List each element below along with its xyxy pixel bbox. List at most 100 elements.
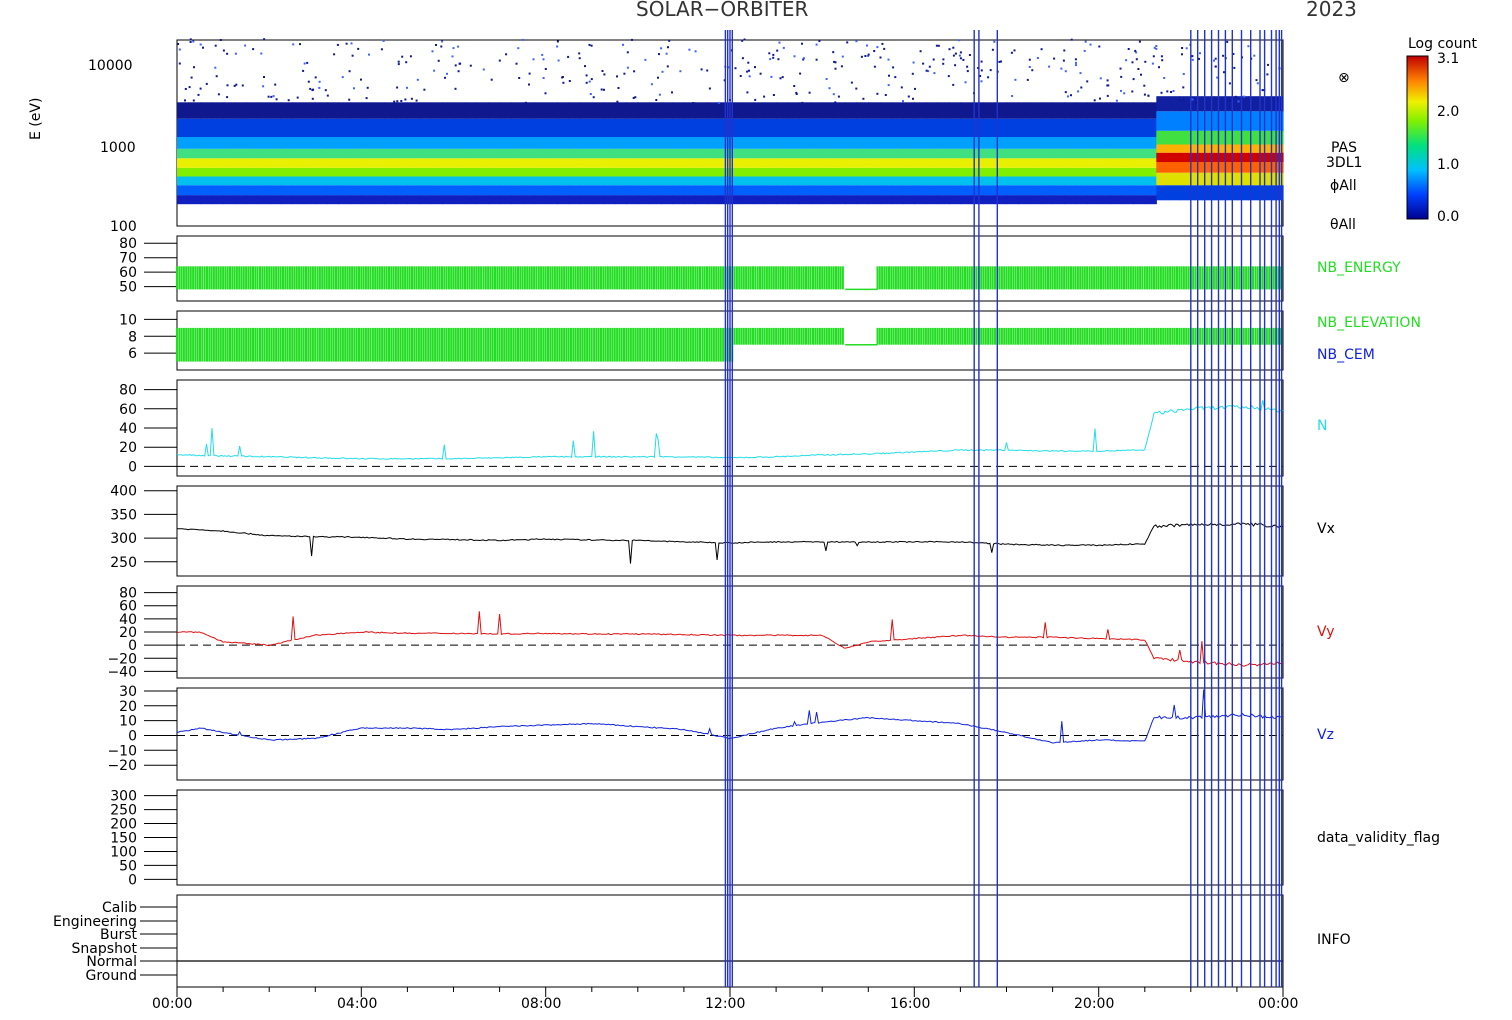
spectrogram-count — [556, 45, 559, 48]
spectrogram-count — [1152, 55, 1155, 58]
spectrogram-cell — [614, 102, 627, 119]
spectrogram-cell — [349, 195, 362, 205]
spectrogram-cell — [315, 167, 328, 177]
spectrogram-cell — [787, 158, 800, 168]
spectrogram-cell — [672, 167, 685, 177]
spectrogram-cell — [1110, 137, 1123, 149]
spectrogram-cell — [1271, 144, 1284, 153]
spectrogram-cell — [983, 158, 996, 168]
spectrogram-count — [263, 38, 266, 41]
spectrogram-cell — [787, 118, 800, 137]
spectrogram-cell — [580, 102, 593, 119]
spectrogram-cell — [868, 102, 881, 119]
spectrogram-cell — [1144, 185, 1157, 196]
y-tick-label: 30 — [119, 684, 137, 700]
y-tick-label: −10 — [107, 743, 137, 759]
spectrogram-cell — [879, 118, 892, 137]
spectrogram-count — [435, 44, 437, 46]
spectrogram-count — [459, 62, 462, 65]
spectrogram-count — [937, 44, 940, 47]
spectrogram-count — [1191, 98, 1194, 101]
spectrogram-cell — [418, 118, 431, 137]
spectrogram-count — [759, 72, 762, 75]
spectrogram-count — [1140, 73, 1142, 76]
spectrogram-count — [241, 84, 244, 87]
spectrogram-cell — [983, 102, 996, 119]
spectrogram-cell — [1133, 158, 1146, 168]
spectrogram-cell — [384, 118, 397, 137]
spectrogram-cell — [960, 167, 973, 177]
spectrogram-cell — [730, 148, 743, 159]
spectrogram-count — [692, 102, 695, 104]
spectrogram-cell — [372, 158, 385, 168]
spectrogram-count — [1014, 78, 1017, 81]
spectrogram-cell — [937, 185, 950, 196]
spectrogram-count — [661, 70, 664, 73]
y-tick-label: 8 — [128, 329, 137, 345]
spectrogram-cell — [1029, 176, 1042, 186]
spectrogram-cell — [707, 118, 720, 137]
spectrogram-count — [958, 54, 961, 57]
spectrogram-count — [326, 94, 329, 97]
spectrogram-cell — [1202, 144, 1215, 153]
spectrogram-cell — [211, 185, 224, 196]
spectrogram-cell — [1121, 158, 1134, 168]
spectrogram-cell — [292, 167, 305, 177]
spectrogram-cell — [971, 148, 984, 159]
spectrogram-count — [633, 70, 636, 73]
spectrogram-cell — [1041, 118, 1054, 137]
spectrogram-cell — [833, 185, 846, 196]
spectrogram-cell — [683, 176, 696, 186]
spectrogram-count — [1181, 53, 1183, 56]
spectrogram-cell — [384, 185, 397, 196]
spectrogram-count — [1237, 100, 1240, 103]
spectrogram-cell — [730, 102, 743, 119]
spectrogram-count — [634, 96, 637, 99]
spectrogram-cell — [1075, 195, 1088, 205]
spectrogram-cell — [1133, 195, 1146, 205]
spectrogram-count — [748, 75, 751, 78]
spectrogram-cell — [234, 167, 247, 177]
spectrogram-cell — [845, 167, 858, 177]
spectrogram-cell — [315, 148, 328, 159]
spectrogram-cell — [1167, 152, 1180, 162]
spectrogram-cell — [338, 148, 351, 159]
spectrogram-cell — [499, 167, 512, 177]
spectrogram-cell — [234, 118, 247, 137]
spectrogram-cell — [649, 158, 662, 168]
y-tick-label: 150 — [110, 831, 137, 847]
y-tick-label: 0 — [128, 872, 137, 888]
spectrogram-cell — [948, 158, 961, 168]
spectrogram-count — [311, 97, 314, 100]
spectrogram-count — [532, 58, 535, 61]
spectrogram-cell — [1179, 111, 1192, 131]
spectrogram-count — [184, 88, 187, 90]
spectrogram-cell — [234, 102, 247, 119]
spectrogram-cell — [338, 158, 351, 168]
spectrogram-count — [1135, 58, 1138, 61]
spectrogram-count — [353, 87, 355, 90]
spectrogram-cell — [1133, 167, 1146, 177]
spectrogram-cell — [741, 195, 754, 205]
spectrogram-cell — [1190, 130, 1203, 145]
spectrogram-cell — [637, 158, 650, 168]
spectrogram-cell — [603, 195, 616, 205]
spectrogram-count — [1048, 65, 1051, 68]
spectrogram-count — [925, 69, 928, 72]
spectrogram-cell — [1006, 167, 1019, 177]
spectrogram-cell — [476, 118, 489, 137]
spectrogram-cell — [960, 195, 973, 205]
spectrogram-count — [1093, 99, 1096, 102]
spectrogram-count — [748, 69, 750, 72]
spectrogram-cell — [430, 102, 443, 119]
spectrogram-cell — [1029, 102, 1042, 119]
spectrogram-count — [454, 64, 457, 67]
spectrogram-cell — [1225, 96, 1238, 112]
spectrogram-cell — [1121, 118, 1134, 137]
spectrogram-cell — [177, 102, 190, 119]
spectrogram-cell — [591, 137, 604, 149]
spectrogram-cell — [246, 167, 259, 177]
spectrogram-cell — [603, 102, 616, 119]
spectrogram-cell — [384, 195, 397, 205]
spectrogram-count — [592, 96, 595, 99]
